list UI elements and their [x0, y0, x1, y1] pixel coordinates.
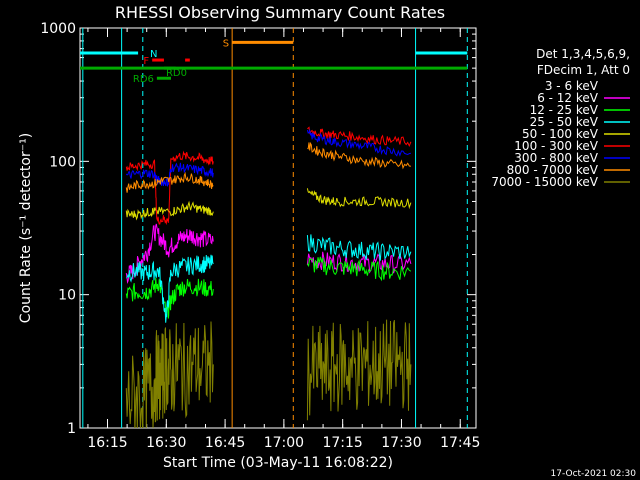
- series-line: [125, 162, 214, 187]
- x-tick-label: 17:15: [322, 435, 362, 451]
- x-tick-label: 16:15: [87, 435, 127, 451]
- x-tick-label: 16:45: [205, 435, 245, 451]
- y-tick-label: 100: [49, 154, 76, 170]
- plot-area: 1 10 100 1000 16:15 16:30 16:45 17:00 17:15 17:30…: [40, 21, 480, 451]
- series-line: [306, 234, 412, 261]
- y-axis-label: Count Rate (s⁻¹ detector⁻¹): [18, 133, 34, 323]
- footer-timestamp: 17-Oct-2021 02:30: [551, 469, 637, 479]
- mode-marker-label: N: [150, 49, 157, 60]
- legend-entry-label: 6 - 12 keV: [537, 91, 599, 105]
- series-line: [125, 277, 214, 319]
- x-tick-label: 17:30: [381, 435, 421, 451]
- series-line: [307, 141, 411, 170]
- series-line: [306, 251, 412, 274]
- x-tick-label: 17:45: [440, 435, 480, 451]
- mode-marker-label: RD6: [133, 74, 154, 85]
- x-tick-label: 16:30: [146, 435, 186, 451]
- series-line: [306, 128, 412, 157]
- chart-title: RHESSI Observing Summary Count Rates: [115, 3, 445, 22]
- y-tick-label: 1000: [40, 21, 76, 37]
- x-tick-label: 17:00: [264, 435, 304, 451]
- mode-marker-label: S: [223, 38, 229, 49]
- legend-header: Det 1,3,4,5,6,9,: [536, 47, 630, 61]
- y-tick-label: 1: [67, 421, 76, 437]
- series-line: [306, 188, 412, 210]
- mode-marker-label: F: [143, 56, 149, 67]
- x-axis-label: Start Time (03-May-11 16:08:22): [163, 455, 393, 471]
- legend: Det 1,3,4,5,6,9, FDecim 1, Att 0 3 - 6 keV…: [491, 47, 630, 189]
- series-line: [125, 321, 214, 428]
- series-line: [306, 256, 412, 282]
- legend-entry-label: 100 - 300 keV: [514, 139, 598, 153]
- axes-frame: [79, 27, 477, 429]
- series-line: [126, 254, 214, 323]
- legend-entry-label: 300 - 800 keV: [514, 151, 598, 165]
- series-group: [80, 40, 468, 428]
- legend-entry-label: 800 - 7000 keV: [507, 163, 599, 177]
- series-line: [125, 171, 214, 193]
- legend-header: FDecim 1, Att 0: [537, 63, 630, 77]
- series-line: [125, 223, 214, 285]
- legend-entry-label: 50 - 100 keV: [522, 127, 599, 141]
- series-line: [306, 319, 412, 421]
- series-line: [125, 150, 214, 226]
- y-tick-label: 10: [58, 288, 76, 304]
- legend-entry-label: 7000 - 15000 keV: [491, 175, 598, 189]
- series-line: [125, 200, 214, 221]
- legend-entry-label: 12 - 25 keV: [530, 103, 599, 117]
- legend-entry-label: 25 - 50 keV: [530, 115, 599, 129]
- legend-entry-label: 3 - 6 keV: [545, 79, 599, 93]
- mode-marker-label: RD0: [166, 68, 187, 79]
